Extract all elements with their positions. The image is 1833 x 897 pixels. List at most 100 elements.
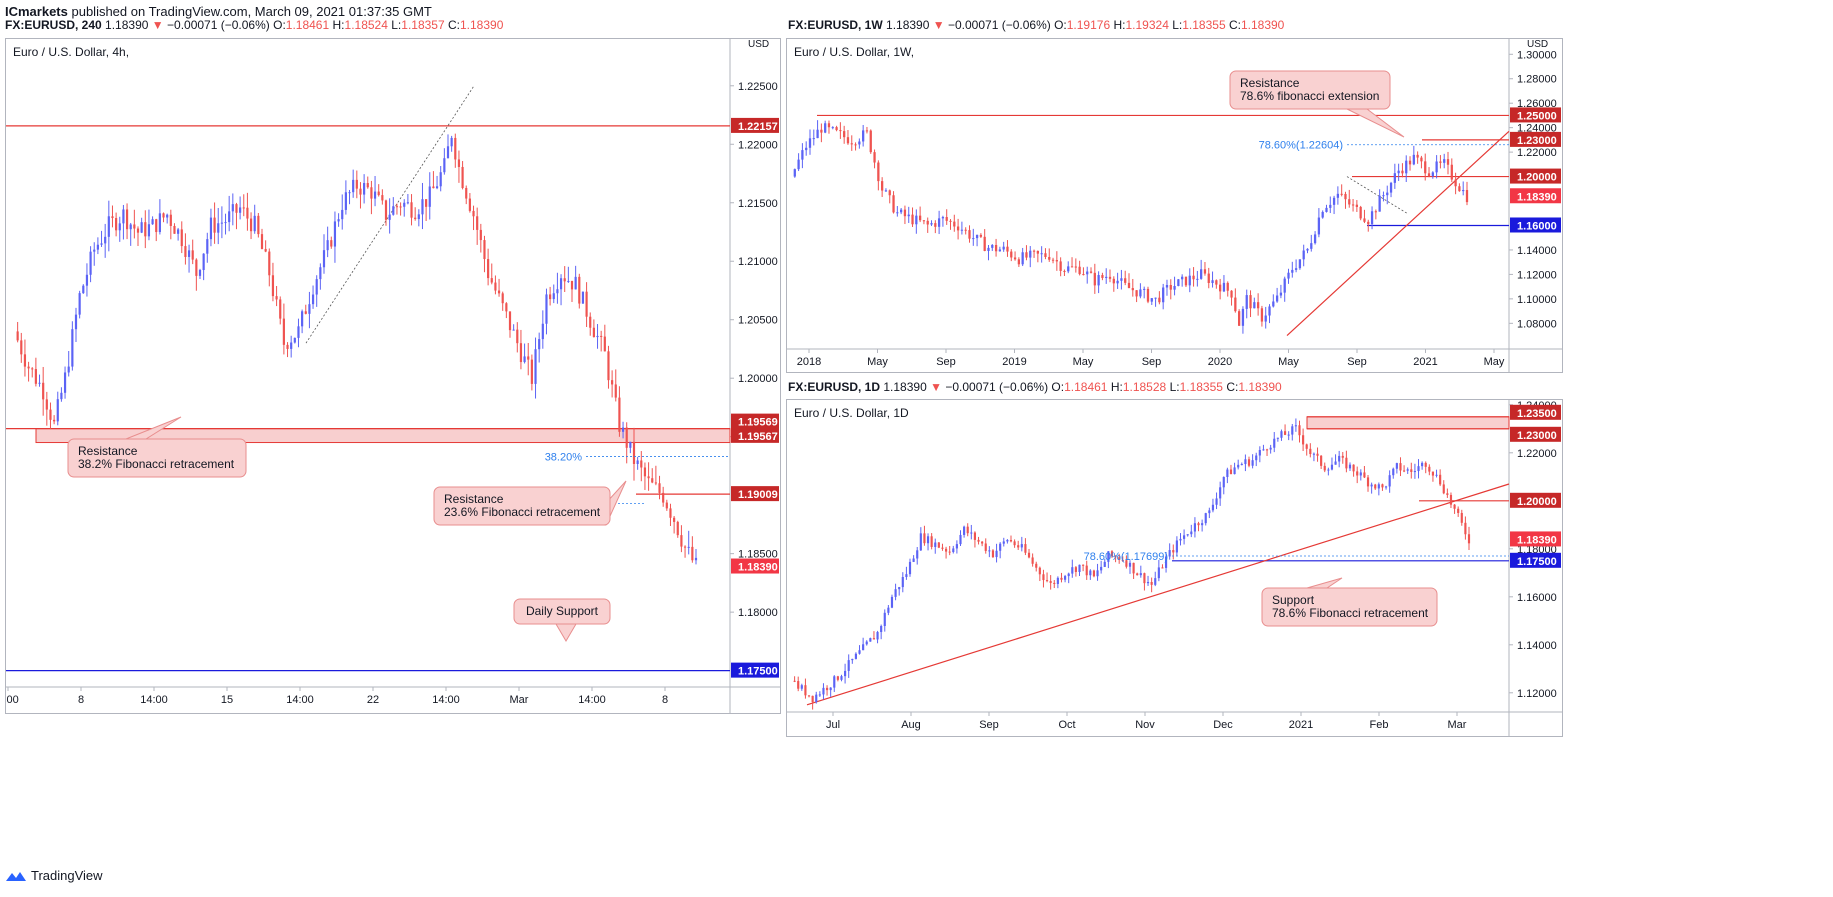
- candle-up: [1067, 266, 1070, 272]
- low-value: 1.18357: [401, 18, 445, 32]
- candle-up: [1359, 472, 1362, 476]
- candle-up: [326, 240, 329, 251]
- candle-up: [1386, 192, 1389, 196]
- candle-up: [1071, 567, 1074, 574]
- candle-up: [1306, 248, 1309, 251]
- candle-up: [428, 186, 431, 207]
- candle-up: [151, 219, 154, 225]
- candle-up: [916, 550, 919, 559]
- candle-up: [552, 293, 555, 300]
- candle-up: [1222, 477, 1225, 488]
- candle-down: [1340, 193, 1343, 195]
- candle-up: [85, 274, 89, 286]
- candle-up: [1294, 268, 1298, 270]
- candle-down: [994, 244, 998, 252]
- publish-header: ICmarkets published on TradingView.com, …: [5, 4, 432, 19]
- candle-down: [16, 331, 19, 341]
- candle-up: [1312, 453, 1316, 455]
- fib-dotted-line: [1346, 176, 1408, 214]
- candle-up: [202, 253, 205, 271]
- candle-down: [1036, 250, 1039, 254]
- candle-down: [366, 183, 369, 188]
- candle-up: [1269, 447, 1272, 450]
- candle-down: [1454, 179, 1457, 187]
- candle-up: [808, 138, 812, 148]
- candle-down: [918, 215, 922, 221]
- candle-down: [614, 384, 617, 398]
- y-tick-label: 1.14000: [1517, 245, 1557, 257]
- candle-down: [1025, 252, 1028, 258]
- chart-panel-weekly[interactable]: Euro / U.S. Dollar, 1W, USD 1.30000 1.28000…: [786, 38, 1563, 373]
- candle-up: [1435, 161, 1438, 173]
- candle-down: [1265, 449, 1269, 451]
- candle-down: [1131, 288, 1134, 291]
- x-tick-label: Sep: [1347, 356, 1367, 368]
- chart-title: Euro / U.S. Dollar, 1W,: [794, 45, 914, 59]
- candle-down: [257, 215, 260, 235]
- candle-up: [854, 653, 857, 659]
- candle-up: [1164, 556, 1168, 568]
- chart-panel-daily[interactable]: Euro / U.S. Dollar, 1D1.240001.220001.18…: [786, 399, 1563, 737]
- candle-down: [1352, 464, 1355, 472]
- candle-up: [1245, 295, 1248, 309]
- candle-up: [1154, 578, 1157, 585]
- candle-up: [1208, 510, 1211, 514]
- candle-down: [1302, 435, 1305, 445]
- candle-down: [563, 278, 566, 282]
- candle-up: [887, 607, 890, 613]
- candle-up: [177, 229, 180, 234]
- candle-down: [1045, 580, 1049, 582]
- chart-daily-svg[interactable]: Euro / U.S. Dollar, 1D1.240001.220001.18…: [787, 400, 1562, 736]
- candle-up: [1287, 272, 1290, 279]
- tradingview-brand[interactable]: TradingView: [5, 868, 103, 883]
- candle-down: [1230, 290, 1233, 298]
- candle-up: [217, 223, 220, 233]
- price-label-text: 1.20000: [1517, 496, 1557, 508]
- x-tick-label: 4:00: [6, 694, 19, 706]
- candle-up: [224, 222, 227, 224]
- candle-up: [446, 146, 450, 159]
- candle-down: [1229, 469, 1233, 475]
- candle-up: [373, 191, 377, 199]
- candle-down: [1298, 425, 1301, 436]
- candle-down: [1051, 259, 1055, 261]
- chart-panel-4h[interactable]: Euro / U.S. Dollar, 4h, USD 1.22500 1.22000…: [0, 38, 781, 714]
- candle-up: [538, 339, 541, 350]
- candle-up: [1139, 289, 1142, 297]
- down-arrow-icon: ▼: [930, 380, 942, 394]
- candle-down: [1101, 275, 1104, 278]
- symbol-line-h4: FX:EURUSD, 240 1.18390 ▼ −0.00071 (−0.06…: [5, 18, 504, 32]
- candle-down: [242, 207, 245, 209]
- candle-up: [1226, 469, 1229, 478]
- candle-up: [96, 244, 99, 250]
- candle-down: [1366, 477, 1370, 487]
- price-label-badge: [1510, 107, 1561, 123]
- candle-up: [421, 199, 424, 215]
- candle-down: [1093, 272, 1096, 286]
- candle-up: [1097, 275, 1100, 286]
- chart-4h-svg[interactable]: Euro / U.S. Dollar, 4h, USD 1.22500 1.22000…: [0, 39, 780, 713]
- candle-down: [395, 206, 399, 208]
- candle-up: [1321, 211, 1324, 218]
- y-tick-label: 1.20000: [738, 373, 778, 385]
- candle-up: [559, 278, 563, 290]
- candle-down: [195, 259, 198, 276]
- y-tick-label: 1.24000: [1517, 123, 1557, 135]
- candle-up: [1128, 562, 1132, 567]
- symbol-line-w1: FX:EURUSD, 1W 1.18390 ▼ −0.00071 (−0.06%…: [788, 18, 1285, 32]
- price-label-text: 1.22157: [738, 121, 778, 133]
- price-label-badge: [1510, 531, 1561, 547]
- candle-up: [1392, 468, 1395, 476]
- candle-up: [1421, 462, 1424, 467]
- candle-up: [1417, 466, 1420, 472]
- candle-up: [1298, 259, 1302, 269]
- candle-down: [1305, 444, 1308, 449]
- candle-up: [1377, 484, 1380, 489]
- candle-up: [636, 460, 639, 464]
- candle-down: [797, 681, 800, 689]
- price-label-text: 1.18390: [1517, 534, 1557, 546]
- candle-down: [1348, 199, 1351, 205]
- callout-box: [67, 438, 247, 478]
- candle-down: [184, 246, 187, 257]
